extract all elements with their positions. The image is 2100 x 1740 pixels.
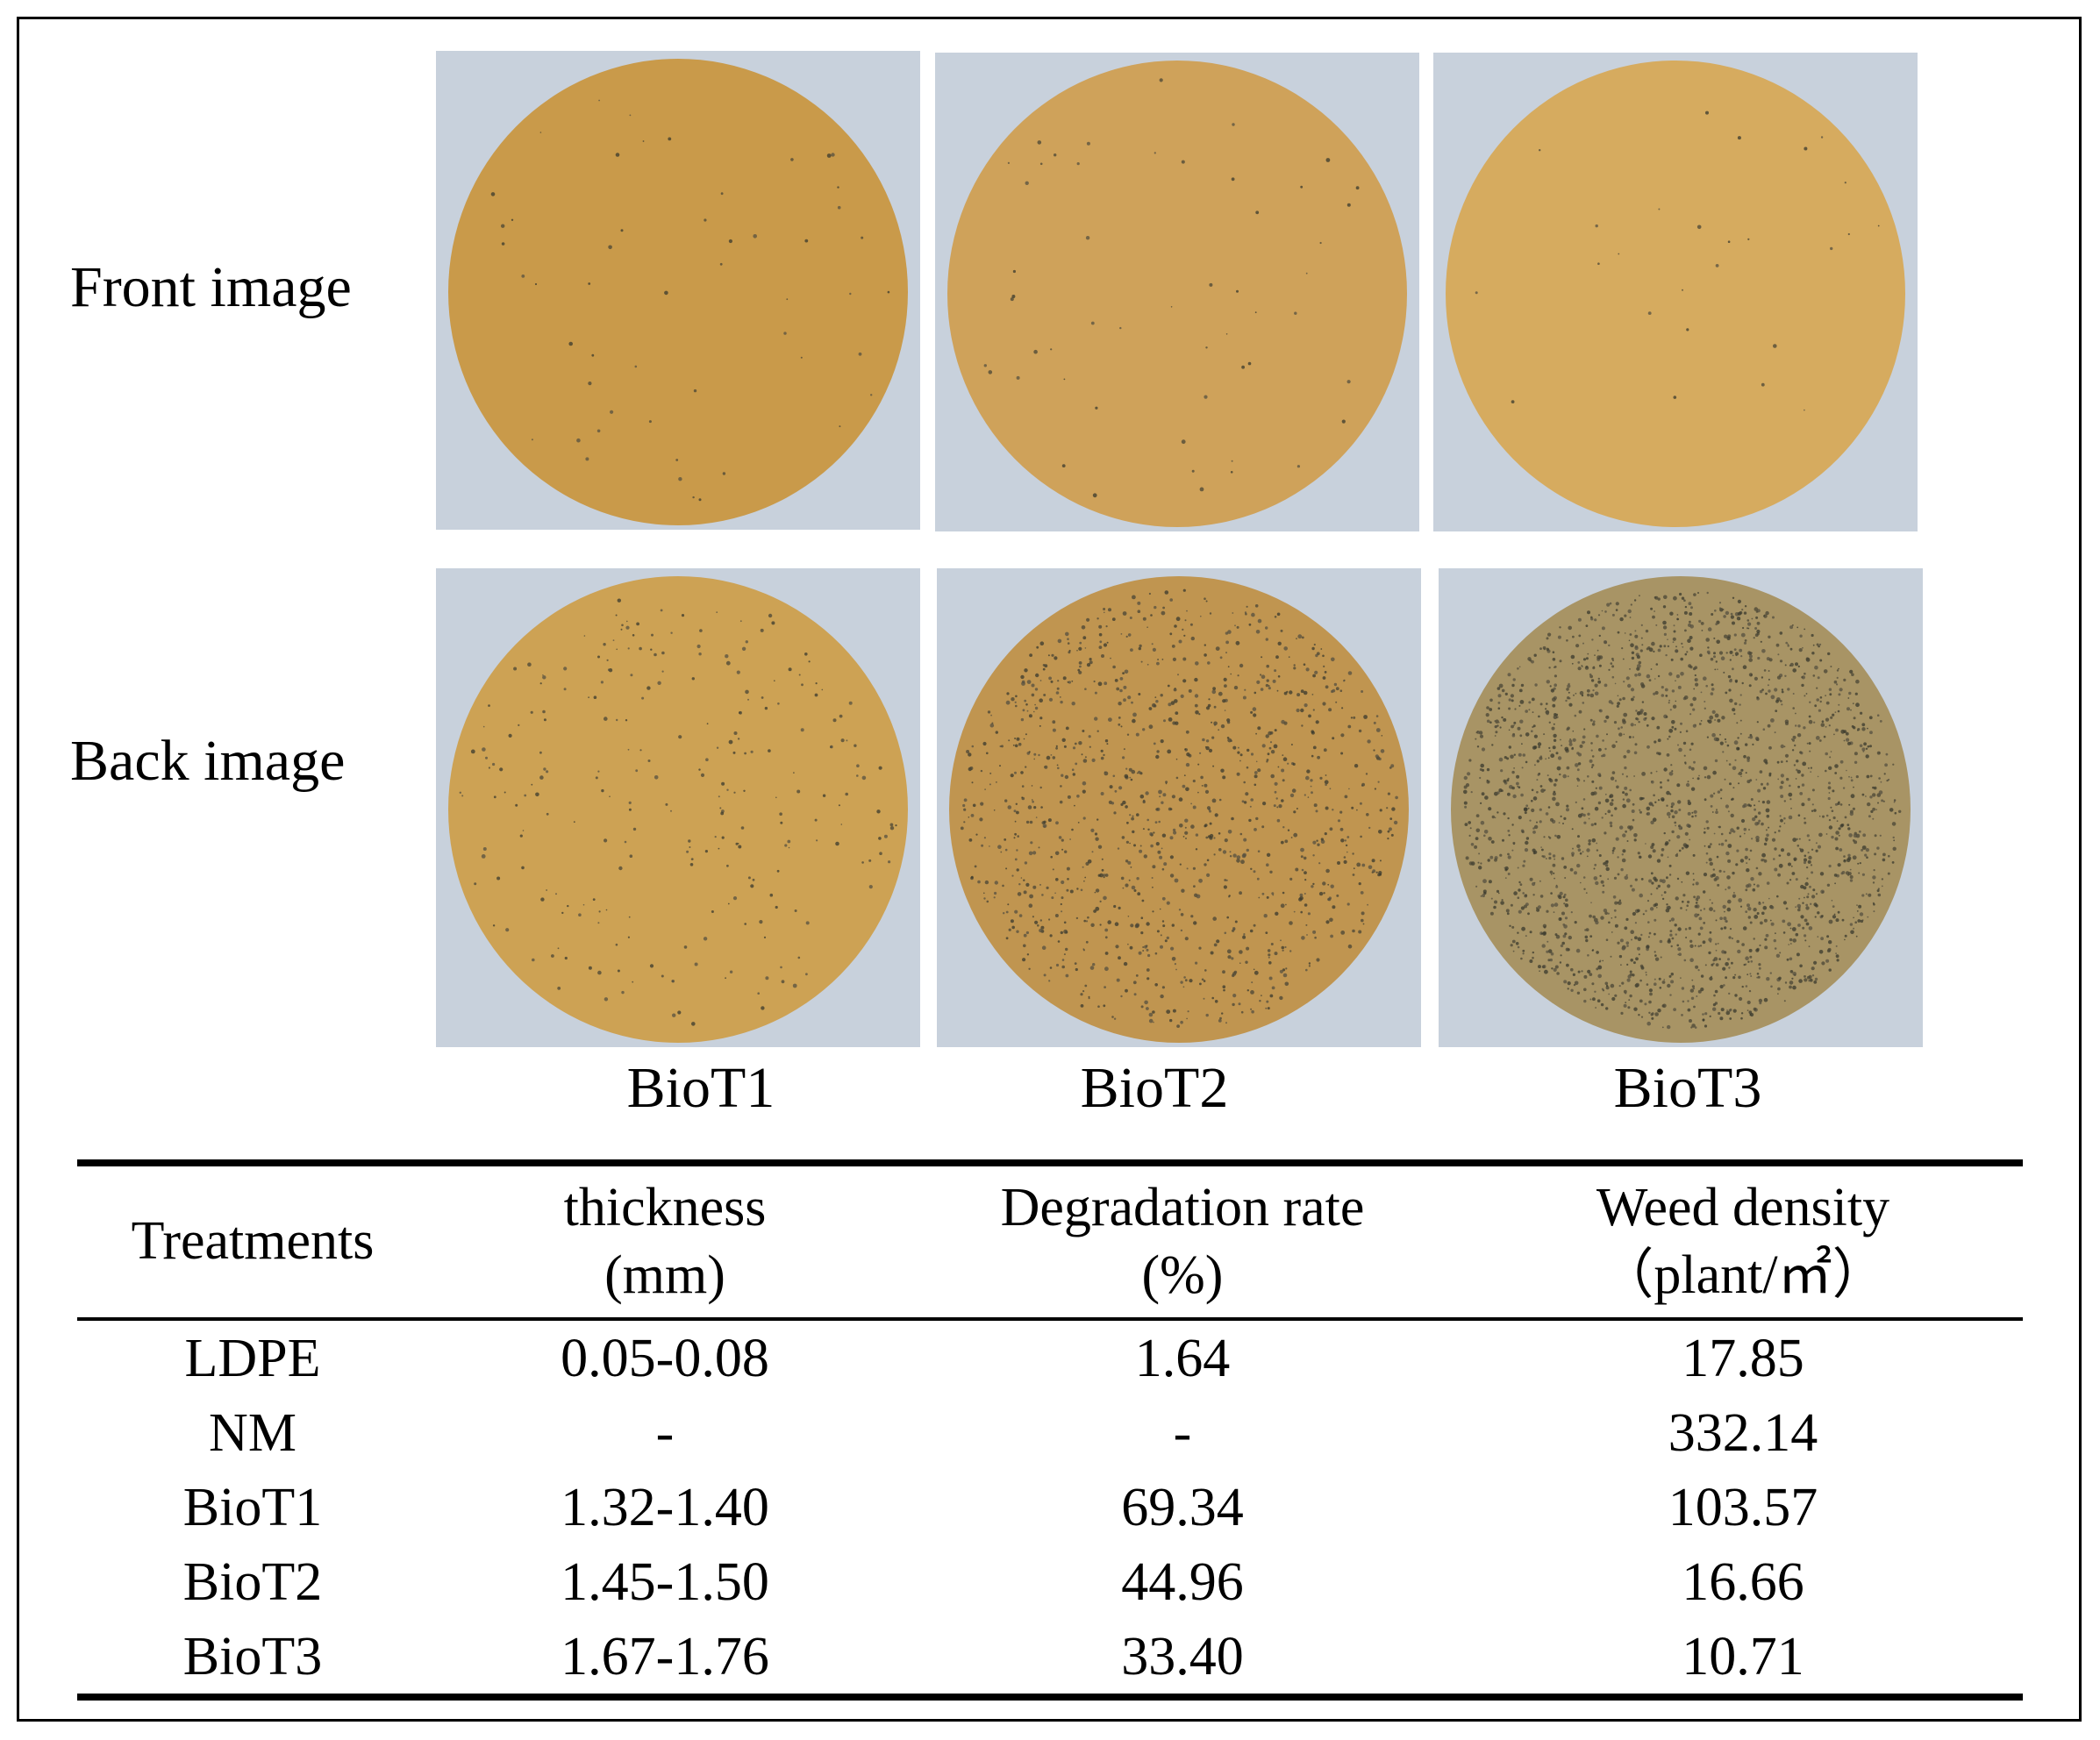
cell-weed-density: 16.66 (1682, 1551, 1804, 1612)
cell-thickness: 1.45-1.50 (561, 1551, 769, 1612)
header-degradation: Degradation rate (%) (902, 1163, 1463, 1319)
results-table: Treatments thickness (mm) Degradation rat… (77, 1159, 2023, 1701)
cell-degradation: 33.40 (1121, 1626, 1244, 1687)
photo-biot3-back (1439, 568, 1923, 1047)
sample-label-biot2: BioT2 (1080, 1056, 1229, 1120)
photo-biot1-back (436, 568, 920, 1047)
disc-biot2-back (937, 568, 1421, 1047)
sample-label-biot3: BioT3 (1613, 1056, 1762, 1120)
photo-biot3-front (1433, 53, 1918, 531)
header-thickness-line1: thickness (563, 1177, 767, 1237)
photo-biot2-back (937, 568, 1421, 1047)
header-treatments: Treatments (77, 1163, 428, 1319)
table-row: LDPE 0.05-0.08 1.64 17.85 (77, 1319, 2023, 1395)
cell-treatment: BioT1 (182, 1477, 323, 1537)
row-label-back: Back image (70, 729, 346, 793)
cell-treatment: BioT3 (182, 1626, 323, 1687)
table-row: BioT2 1.45-1.50 44.96 16.66 (77, 1544, 2023, 1619)
header-weed-density: Weed density （plant/㎡） (1463, 1163, 2023, 1319)
cell-degradation: 1.64 (1134, 1328, 1231, 1388)
cell-thickness: 0.05-0.08 (561, 1328, 769, 1388)
header-weed-line2: （plant/㎡） (1599, 1245, 1887, 1305)
header-thickness-line2: (mm) (604, 1245, 725, 1305)
cell-treatment: LDPE (184, 1328, 321, 1388)
cell-degradation: - (1173, 1402, 1192, 1463)
header-degradation-line1: Degradation rate (1000, 1177, 1365, 1237)
photo-biot2-front (935, 53, 1419, 531)
cell-degradation: 69.34 (1121, 1477, 1244, 1537)
header-degradation-line2: (%) (1141, 1245, 1224, 1305)
cell-thickness: 1.32-1.40 (561, 1477, 769, 1537)
disc-biot1-back (436, 568, 920, 1047)
row-label-front: Front image (70, 255, 352, 319)
table-row: BioT3 1.67-1.76 33.40 10.71 (77, 1619, 2023, 1697)
photo-biot1-front (436, 51, 920, 530)
cell-treatment: BioT2 (182, 1551, 323, 1612)
disc-biot3-front (1433, 53, 1918, 531)
disc-biot1-front (436, 51, 920, 530)
cell-weed-density: 103.57 (1668, 1477, 1818, 1537)
table-header-row: Treatments thickness (mm) Degradation rat… (77, 1163, 2023, 1319)
cell-weed-density: 17.85 (1682, 1328, 1804, 1388)
sample-label-biot1: BioT1 (626, 1056, 775, 1120)
table-row: BioT1 1.32-1.40 69.34 103.57 (77, 1470, 2023, 1544)
disc-biot3-back (1439, 568, 1923, 1047)
header-thickness: thickness (mm) (428, 1163, 902, 1319)
table-row: NM - - 332.14 (77, 1395, 2023, 1470)
cell-treatment: NM (209, 1402, 296, 1463)
cell-weed-density: 332.14 (1668, 1402, 1818, 1463)
cell-thickness: 1.67-1.76 (561, 1626, 769, 1687)
figure-frame (17, 17, 2082, 1722)
header-weed-line1: Weed density (1596, 1177, 1890, 1237)
cell-thickness: - (655, 1402, 675, 1463)
cell-weed-density: 10.71 (1682, 1626, 1804, 1687)
cell-degradation: 44.96 (1121, 1551, 1244, 1612)
header-treatments-text: Treatments (131, 1211, 375, 1272)
disc-biot2-front (935, 53, 1419, 531)
